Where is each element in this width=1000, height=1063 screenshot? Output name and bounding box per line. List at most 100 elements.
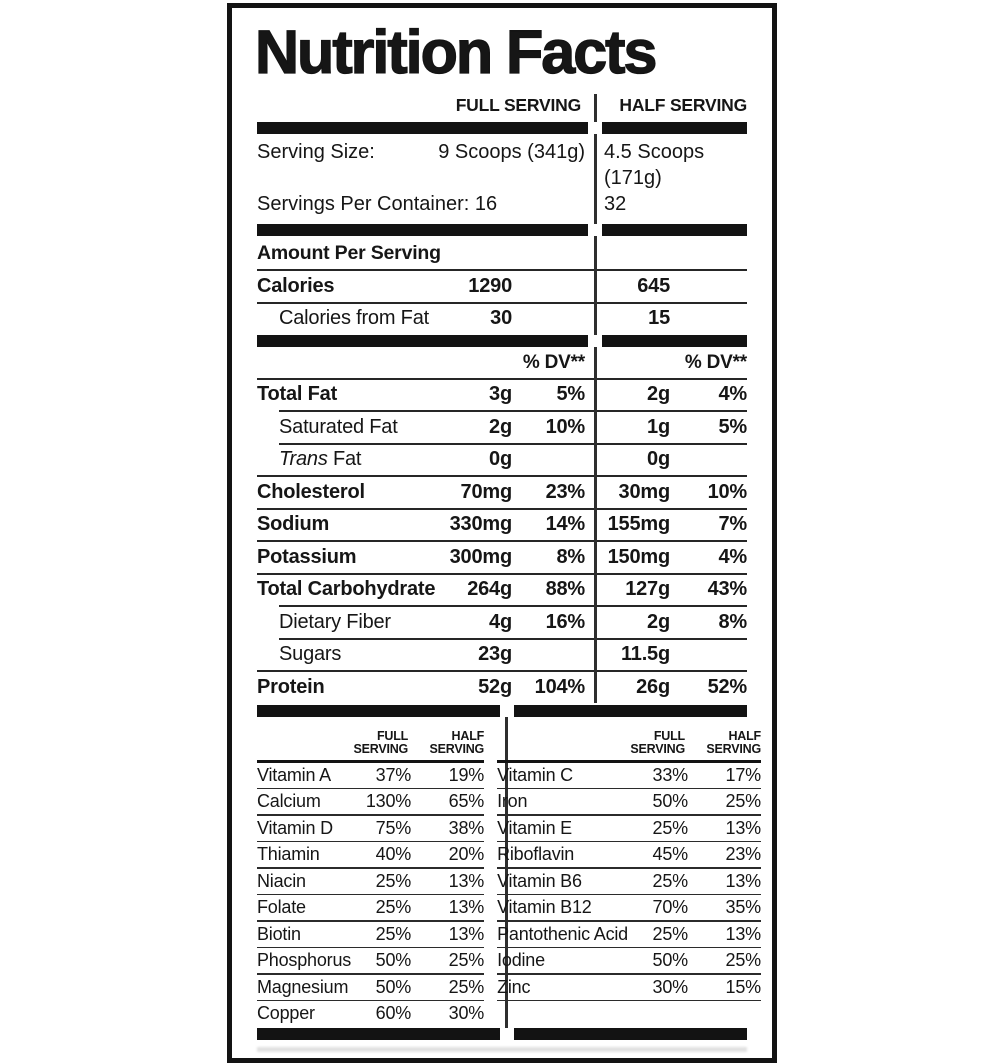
full-amount: 330mg xyxy=(449,513,513,536)
half-amount: 2g xyxy=(647,610,670,633)
percent-dv-header-full: % DV** xyxy=(522,352,585,373)
row-separator xyxy=(257,920,485,922)
nutrient-row-full-serving: Saturated Fat 2g 10% xyxy=(257,416,595,439)
nutrient-row-full-serving: Cholesterol 70mg 23% xyxy=(257,481,595,504)
row-separator xyxy=(257,301,747,304)
amount-per-serving-row: Amount Per Serving xyxy=(257,238,747,269)
row-separator xyxy=(497,814,761,816)
row-separator xyxy=(497,973,761,975)
row-separator xyxy=(279,637,747,640)
vitamin-row: Copper 60% 30% xyxy=(257,1001,484,1026)
vitamin-full-dv: 50% xyxy=(375,976,412,997)
vitamin-row: Vitamin B6 25% 13% xyxy=(497,869,761,894)
row-separator xyxy=(257,893,485,896)
label-title: Nutrition Facts xyxy=(254,18,658,86)
vitamin-half-dv: 25% xyxy=(448,950,485,971)
nutrient-label: Sugars xyxy=(279,643,342,666)
vitamin-half-dv: 35% xyxy=(725,897,762,918)
vitamin-row: Iodine 50% 25% xyxy=(497,948,761,973)
servings-per-container-half: 32 xyxy=(604,193,627,215)
vitamin-half-dv: 19% xyxy=(448,764,485,785)
row-separator xyxy=(257,973,485,975)
vitamin-name: Vitamin B6 xyxy=(497,870,582,891)
vitamin-full-dv: 33% xyxy=(652,764,689,785)
servings-per-container-row: Servings Per Container: 16 32 xyxy=(257,191,747,217)
vitamin-row: Calcium 130% 65% xyxy=(257,789,484,814)
servings-per-container-left: Servings Per Container: 16 xyxy=(257,191,595,217)
vitamin-full-dv: 50% xyxy=(652,791,689,812)
full-dv: 104% xyxy=(534,675,586,698)
half-amount: 26g xyxy=(636,675,670,698)
full-amount: 70mg xyxy=(460,480,513,503)
vitamin-name: Vitamin C xyxy=(497,764,573,785)
vitamin-half-dv: 25% xyxy=(725,791,762,812)
row-separator xyxy=(497,893,761,896)
calories-half-value: 645 xyxy=(637,274,670,297)
calories-label: Calories xyxy=(257,274,335,297)
serving-info: Serving Size: 9 Scoops (341g) 4.5 Scoops… xyxy=(257,136,747,222)
nutrient-row-full-serving: Dietary Fiber 4g 16% xyxy=(257,611,595,634)
nutrient-row-full-serving: Total Carbohydrate 264g 88% xyxy=(257,578,595,601)
nutrient-label: Saturated Fat xyxy=(279,415,398,438)
nutrient-row: Trans Fat 0g 0g xyxy=(257,445,747,476)
row-separator xyxy=(497,787,761,790)
section-bar xyxy=(257,1028,747,1041)
half-dv: 52% xyxy=(707,675,748,698)
vitamin-row: Thiamin 40% 20% xyxy=(257,842,484,867)
nutrient-row: Sugars 23g 11.5g xyxy=(257,640,747,671)
vitamin-full-dv: 75% xyxy=(375,817,412,838)
vitamin-name: Zinc xyxy=(497,976,531,997)
half-dv: 4% xyxy=(718,545,747,568)
servings-per-container-full: Servings Per Container: 16 xyxy=(257,193,498,215)
full-dv: 10% xyxy=(545,415,586,438)
row-separator xyxy=(257,867,485,869)
vitamin-half-dv: 17% xyxy=(725,764,762,785)
full-dv: 16% xyxy=(545,610,586,633)
vitamin-row: Folate 25% 13% xyxy=(257,895,484,920)
row-separator xyxy=(257,377,747,380)
vitamin-row: Vitamin A 37% 19% xyxy=(257,763,484,788)
half-dv: 10% xyxy=(707,480,748,503)
nutrient-row: Protein 52g 104% 26g 52% xyxy=(257,672,747,703)
section-bar xyxy=(257,334,747,347)
vitamins-right-header: FULL SERVING HALF SERVING xyxy=(497,719,761,760)
nutrient-label: Protein xyxy=(257,675,325,698)
percent-dv-header-row: % DV** % DV** xyxy=(257,349,747,378)
serving-columns-header: FULL SERVING HALF SERVING xyxy=(257,86,748,120)
vitamin-half-dv: 65% xyxy=(448,791,485,812)
nutrient-row: Total Fat 3g 5% 2g 4% xyxy=(257,380,747,411)
calories-from-fat-label: Calories from Fat xyxy=(279,306,429,329)
serving-size-row: Serving Size: 9 Scoops (341g) 4.5 Scoops… xyxy=(257,139,747,191)
nutrient-label: Trans Fat xyxy=(279,448,362,471)
row-separator xyxy=(279,410,747,412)
section-bar xyxy=(257,224,747,236)
nutrient-row: Sodium 330mg 14% 155mg 7% xyxy=(257,510,747,541)
vitamin-full-dv: 25% xyxy=(375,897,412,918)
half-dv: 7% xyxy=(718,513,747,536)
row-separator xyxy=(257,670,747,672)
calories-row: Calories 1290 645 xyxy=(257,271,747,302)
vitamins-section: FULL SERVING HALF SERVING Vitamin A 37% 19… xyxy=(257,704,761,1041)
vitamin-name: Vitamin A xyxy=(257,764,331,785)
nutrient-label: Sodium xyxy=(257,513,330,536)
half-dv: 4% xyxy=(718,383,747,406)
full-amount: 4g xyxy=(489,610,512,633)
vitamin-half-dv: 38% xyxy=(448,817,485,838)
vitamin-name: Riboflavin xyxy=(497,844,575,865)
vitamin-half-dv: 13% xyxy=(448,923,485,944)
full-dv: 5% xyxy=(556,383,585,406)
full-amount: 264g xyxy=(467,578,512,601)
vitamin-full-dv: 30% xyxy=(652,976,689,997)
vitamin-row: Iron 50% 25% xyxy=(497,789,761,814)
nutrient-row-half-serving: 0g xyxy=(595,448,747,471)
calories-from-fat-half-value: 15 xyxy=(648,306,670,329)
full-amount: 3g xyxy=(489,383,512,406)
half-serving-column-header: HALF SERVING xyxy=(619,95,747,115)
vitamin-name: Phosphorus xyxy=(257,950,352,971)
vitamin-name: Calcium xyxy=(257,791,321,812)
half-amount: 2g xyxy=(647,383,670,406)
vitamin-name: Niacin xyxy=(257,870,306,891)
nutrient-row-half-serving: 11.5g xyxy=(595,643,747,666)
main-table: FULL SERVING HALF SERVING Serving Size: … xyxy=(257,86,747,703)
full-dv: 14% xyxy=(545,513,586,536)
